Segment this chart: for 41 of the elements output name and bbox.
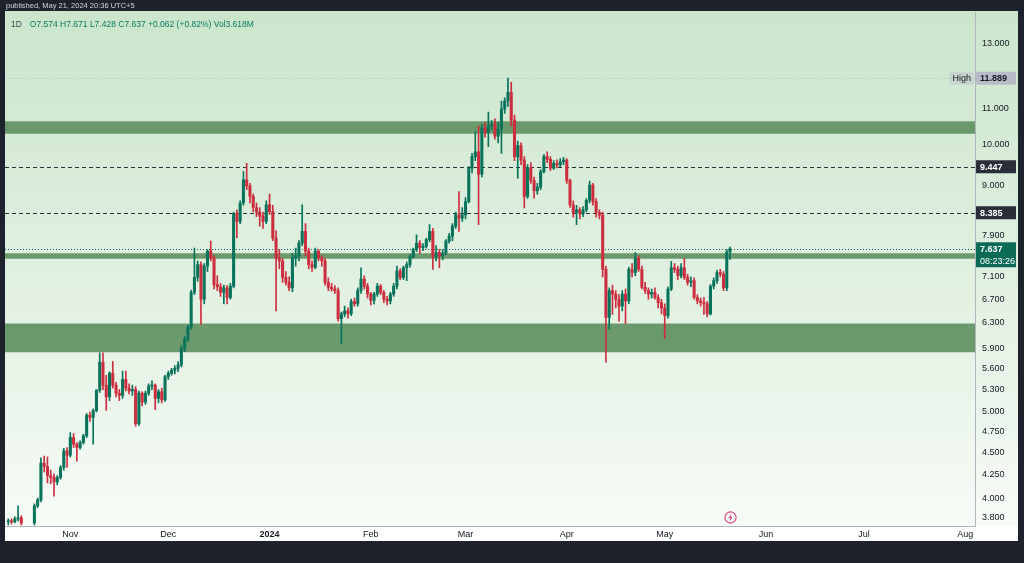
- candlestick: [457, 191, 461, 232]
- candlestick: [663, 303, 667, 339]
- candlestick: [702, 297, 706, 315]
- y-tick-label: 7.900: [982, 230, 1005, 241]
- ref-line-label: 7.637: [980, 243, 1003, 254]
- y-tick-label: 4.000: [982, 492, 1005, 503]
- candlestick: [65, 447, 69, 468]
- y-tick-label: 5.000: [982, 406, 1005, 417]
- y-tick-label: 4.500: [982, 447, 1005, 458]
- y-tick-label: 6.700: [982, 293, 1005, 304]
- x-tick-label: Nov: [62, 528, 79, 539]
- x-tick-label: Aug: [957, 528, 974, 539]
- ref-line-label: 8.385: [980, 207, 1003, 218]
- y-tick-label: 9.000: [982, 179, 1005, 190]
- y-tick-label: 11.000: [982, 102, 1009, 113]
- y-tick-label: 5.300: [982, 384, 1005, 395]
- text: 08:23:26: [980, 255, 1016, 266]
- y-tick-label: 6.300: [982, 317, 1005, 328]
- ref-line-label: 9.447: [980, 161, 1003, 172]
- x-tick-label: Apr: [559, 528, 574, 539]
- text: 1D: [11, 18, 22, 29]
- y-tick-label: 5.900: [982, 342, 1005, 353]
- x-tick-label: Jun: [758, 528, 774, 539]
- x-tick-label: Mar: [457, 528, 474, 539]
- x-tick-label: 2024: [259, 528, 280, 539]
- candlestick: [52, 473, 56, 497]
- candlestick: [16, 505, 20, 522]
- ref-line-label: 11.889: [980, 73, 1008, 84]
- y-tick-label: 4.750: [982, 426, 1005, 437]
- y-tick-label: 13.000: [982, 38, 1010, 49]
- y-tick-label: 4.250: [982, 469, 1005, 480]
- y-tick-label: 3.800: [982, 512, 1005, 523]
- x-tick-label: Dec: [160, 528, 177, 539]
- y-tick-label: 5.600: [982, 362, 1005, 373]
- annotation: High: [952, 73, 972, 84]
- x-tick-label: Feb: [363, 528, 379, 539]
- y-tick-label: 7.100: [982, 271, 1005, 282]
- y-tick-label: 10.000: [982, 139, 1010, 150]
- x-tick-label: May: [656, 528, 674, 539]
- x-tick-label: Jul: [858, 528, 870, 539]
- text: O7.574 H7.671 L7.428 C7.637 +0.062 (+0.82%) Vol3.618M: [29, 18, 254, 29]
